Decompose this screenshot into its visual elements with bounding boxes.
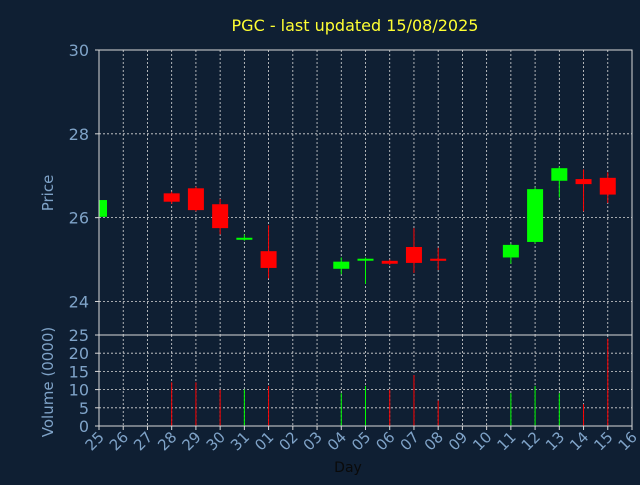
price-tick-label: 28 — [69, 125, 89, 144]
candle-body — [405, 246, 422, 263]
candle-body — [357, 258, 374, 261]
candle-body — [236, 237, 253, 240]
candle-body — [430, 258, 447, 261]
volume-tick-label: 5 — [79, 399, 89, 418]
candle-body — [212, 204, 229, 229]
price-tick-labels: 24 26 28 30 — [69, 41, 99, 311]
candle-body — [551, 168, 568, 181]
volume-tick-label: 25 — [69, 326, 89, 345]
volume-axis-label: Volume (0000) — [39, 327, 57, 437]
candle-body — [260, 251, 277, 268]
candle-body — [99, 200, 107, 217]
candle-body — [187, 188, 204, 211]
volume-bars — [171, 338, 609, 426]
x-axis-label: Day — [334, 460, 362, 476]
candle-body — [502, 244, 519, 258]
price-tick-label: 24 — [69, 292, 89, 311]
price-tick-label: 26 — [69, 209, 89, 228]
candle-body — [527, 189, 544, 242]
y-axis-label: Price — [39, 175, 57, 212]
volume-tick-label: 10 — [69, 381, 89, 400]
price-tick-label: 30 — [69, 41, 89, 60]
x-tick-labels: 2526272829303101020304050607080910111213… — [82, 426, 640, 454]
volume-tick-label: 15 — [69, 362, 89, 381]
candles — [98, 166, 616, 284]
candle-body — [381, 260, 398, 264]
volume-tick-label: 20 — [69, 344, 89, 363]
chart-title: PGC - last updated 15/08/2025 — [232, 16, 479, 35]
candle-body — [599, 177, 616, 195]
volume-tick-label: 0 — [79, 417, 89, 436]
candle-body — [333, 261, 350, 269]
candle-body — [575, 179, 592, 185]
candle-body — [163, 193, 180, 202]
